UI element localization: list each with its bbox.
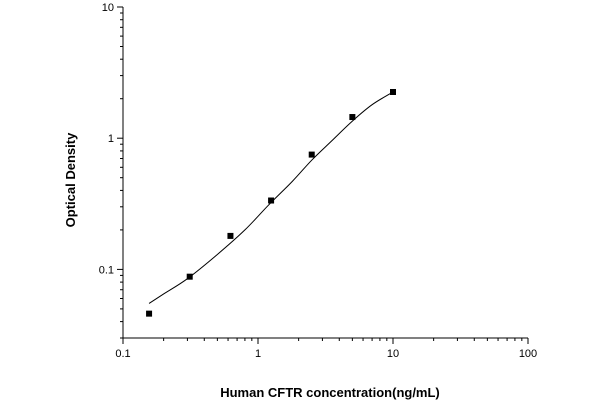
data-point bbox=[349, 114, 356, 121]
y-axis-ticks: 0.1 1 10 bbox=[99, 2, 123, 339]
y-tick-label: 1 bbox=[108, 133, 114, 145]
x-tick-label: 1 bbox=[255, 348, 261, 360]
data-point bbox=[146, 310, 153, 317]
x-axis-title: Human CFTR concentration(ng/mL) bbox=[220, 385, 440, 400]
y-axis-title: Optical Density bbox=[63, 132, 78, 227]
data-point bbox=[268, 197, 275, 204]
x-tick-label: 0.1 bbox=[115, 348, 130, 360]
data-point bbox=[227, 232, 234, 239]
data-point bbox=[186, 273, 193, 280]
y-tick-label: 10 bbox=[102, 2, 114, 14]
x-tick-label: 10 bbox=[387, 348, 399, 360]
data-points bbox=[146, 88, 396, 317]
x-tick-label: 100 bbox=[519, 348, 537, 360]
axes bbox=[122, 7, 528, 339]
data-point bbox=[390, 88, 396, 95]
x-axis-ticks: 0.1 1 10 100 bbox=[115, 338, 537, 360]
y-tick-label: 0.1 bbox=[99, 264, 114, 276]
data-point bbox=[308, 151, 315, 158]
